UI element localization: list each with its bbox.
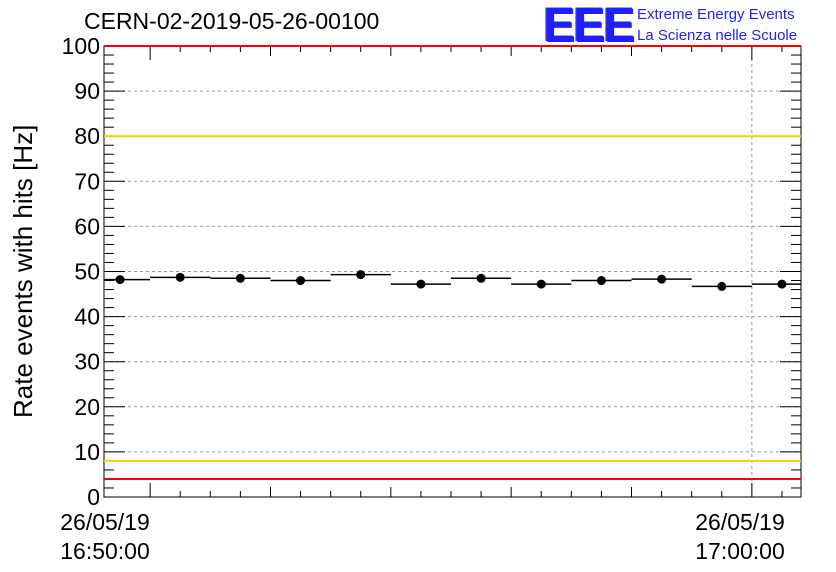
y-tick-labels: 0 10 20 30 40 50 60 70 80 90 100 (62, 33, 100, 510)
x-tick-label-start: 26/05/19 16:50:00 (40, 508, 170, 566)
data-point (596, 276, 606, 286)
y-tick-label: 100 (62, 33, 100, 59)
data-point (717, 281, 727, 291)
x-tick-time: 16:50:00 (60, 538, 150, 564)
data-point (536, 279, 546, 289)
reference-lines (104, 45, 801, 480)
y-tick-label: 40 (74, 304, 100, 330)
x-tick-label-end: 26/05/19 17:00:00 (675, 508, 805, 566)
eee-logo-text: Extreme Energy Events La Scienza nelle S… (637, 4, 797, 46)
y-tick-label: 90 (74, 78, 100, 104)
x-tick-date: 26/05/19 (60, 509, 150, 535)
y-tick-label: 60 (74, 213, 100, 239)
y-tick-label: 70 (74, 168, 100, 194)
grid-lines (104, 46, 801, 497)
data-point (777, 279, 787, 289)
y-tick-label: 80 (74, 123, 100, 149)
x-tick-time: 17:00:00 (695, 538, 785, 564)
data-point (175, 272, 185, 282)
data-point (296, 276, 306, 286)
data-point (476, 273, 486, 283)
eee-logo-mark: EEE (543, 0, 635, 52)
y-tick-label: 20 (74, 394, 100, 420)
data-point (657, 274, 667, 284)
logo-line-1: Extreme Energy Events (637, 6, 795, 23)
data-points (104, 270, 801, 291)
chart-title: CERN-02-2019-05-26-00100 (84, 8, 380, 34)
logo-line-2: La Scienza nelle Scuole (637, 27, 798, 44)
y-tick-label: 30 (74, 349, 100, 375)
data-point (356, 270, 366, 280)
data-point (115, 275, 125, 285)
y-tick-label: 50 (74, 259, 100, 285)
data-point (416, 279, 426, 289)
data-point (235, 273, 245, 283)
y-tick-label: 0 (87, 484, 100, 510)
x-tick-date: 26/05/19 (695, 509, 785, 535)
y-axis-label: Rate events with hits [Hz] (8, 124, 38, 418)
y-tick-label: 10 (74, 439, 100, 465)
